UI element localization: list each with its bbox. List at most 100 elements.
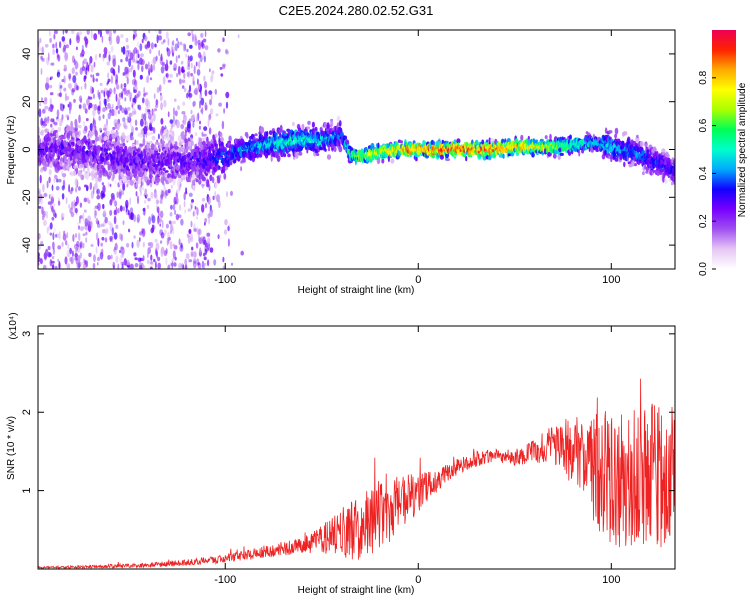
heatmap-cell xyxy=(202,51,206,60)
heatmap-cell xyxy=(157,215,160,224)
heatmap-cell xyxy=(209,68,211,73)
heatmap-cell xyxy=(47,245,51,251)
heatmap-cell xyxy=(122,46,126,55)
heatmap-cell xyxy=(62,233,67,241)
heatmap-cell xyxy=(95,136,100,142)
heatmap-cell xyxy=(196,114,198,123)
heatmap-cell xyxy=(224,166,229,171)
heatmap-cell xyxy=(109,183,112,187)
heatmap-cell xyxy=(57,200,61,206)
heatmap-cell xyxy=(56,71,61,78)
heatmap-cell xyxy=(158,30,162,35)
heatmap-cell xyxy=(131,136,134,141)
heatmap-cell xyxy=(167,111,170,118)
heatmap-cell xyxy=(118,188,123,198)
heatmap-cell xyxy=(329,121,334,128)
heatmap-cell xyxy=(192,75,195,85)
heatmap-cell xyxy=(197,39,201,46)
heatmap-cell xyxy=(172,250,176,260)
heatmap-cell xyxy=(52,43,55,49)
heatmap-cell xyxy=(125,37,129,43)
heatmap-cell xyxy=(206,232,211,237)
heatmap-cell xyxy=(126,135,131,142)
heatmap-cell xyxy=(52,247,56,255)
heatmap-cell xyxy=(78,232,81,242)
heatmap-cell xyxy=(123,83,127,88)
heatmap-cell xyxy=(73,165,78,169)
heatmap-cell xyxy=(298,151,303,156)
heatmap-cell xyxy=(197,262,201,266)
heatmap-cell xyxy=(201,40,204,48)
heatmap-cell xyxy=(74,122,78,129)
heatmap-cell xyxy=(104,237,108,243)
heatmap-cell xyxy=(218,200,221,209)
heatmap-cell xyxy=(190,109,193,115)
heatmap-cell xyxy=(75,242,78,252)
heatmap-cell xyxy=(188,192,193,197)
heatmap-cell xyxy=(113,248,116,252)
heatmap-cell xyxy=(160,248,164,257)
heatmap-cell xyxy=(182,174,186,181)
heatmap-cell xyxy=(196,69,201,76)
heatmap-cell xyxy=(112,30,117,34)
heatmap-cell xyxy=(177,40,180,47)
heatmap-cell xyxy=(144,92,148,96)
heatmap-cell xyxy=(197,141,202,147)
heatmap-cell xyxy=(74,233,78,238)
heatmap-cell xyxy=(190,252,194,257)
heatmap-cell xyxy=(78,225,80,230)
heatmap-cell xyxy=(44,44,49,48)
heatmap-cell xyxy=(105,227,107,236)
heatmap-cell xyxy=(39,197,42,203)
heatmap-cell xyxy=(38,245,41,251)
heatmap-cell xyxy=(204,221,206,226)
heatmap-cell xyxy=(207,118,210,128)
heatmap-cell xyxy=(126,44,130,50)
heatmap-cell xyxy=(165,189,169,196)
heatmap-cell xyxy=(128,228,131,233)
heatmap-cell xyxy=(161,126,164,132)
heatmap-cell xyxy=(144,106,149,115)
heatmap-cell xyxy=(68,204,71,209)
heatmap-cell xyxy=(159,223,161,227)
heatmap-cell xyxy=(92,74,95,83)
heatmap-cell xyxy=(549,133,552,140)
heatmap-cell xyxy=(92,93,95,99)
heatmap-cell xyxy=(109,237,112,242)
heatmap-cell xyxy=(177,54,181,59)
heatmap-cell xyxy=(286,128,291,132)
heatmap-cell xyxy=(121,132,125,137)
heatmap-cell xyxy=(189,44,193,49)
heatmap-cell xyxy=(126,175,131,181)
heatmap-cell xyxy=(147,132,151,136)
heatmap-cell xyxy=(186,92,189,99)
heatmap-cell xyxy=(86,98,90,106)
heatmap-cell xyxy=(195,179,199,183)
heatmap-cell xyxy=(87,159,90,163)
heatmap-cell xyxy=(165,31,169,39)
heatmap-cell xyxy=(88,61,91,67)
heatmap-cell xyxy=(224,219,228,226)
heatmap-cell xyxy=(186,233,190,238)
heatmap-cell xyxy=(129,197,131,206)
heatmap-cell xyxy=(163,186,166,192)
heatmap-cell xyxy=(82,233,86,237)
heatmap-cell xyxy=(201,197,206,202)
heatmap-cell xyxy=(65,240,68,246)
heatmap-cell xyxy=(66,232,69,239)
heatmap-cell xyxy=(169,160,173,165)
heatmap-cell xyxy=(59,41,62,49)
heatmap-cell xyxy=(121,263,124,269)
heatmap-cell xyxy=(201,183,205,187)
heatmap-cell xyxy=(137,105,141,110)
heatmap-cell xyxy=(165,223,169,229)
heatmap-cell xyxy=(231,262,233,266)
heatmap-cell xyxy=(134,94,137,104)
heatmap-cell xyxy=(101,157,105,162)
heatmap-cell xyxy=(209,99,212,106)
heatmap-cell xyxy=(128,58,132,68)
heatmap-cell xyxy=(198,137,202,143)
heatmap-cell xyxy=(203,55,206,63)
heatmap-cell xyxy=(173,107,175,117)
heatmap-cell xyxy=(199,120,201,125)
